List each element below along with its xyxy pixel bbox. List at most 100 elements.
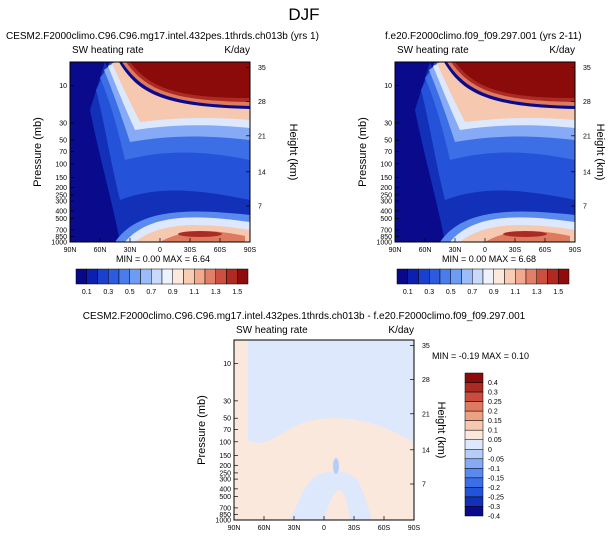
x-tick-label: 90N (228, 525, 241, 532)
x-tick-label: 90S (244, 247, 257, 254)
colorbar-label: 0.3 (103, 289, 113, 296)
y-tick-label: 250 (219, 470, 231, 477)
colorbar-label: -0.25 (488, 494, 504, 501)
y-tick-label: 50 (223, 416, 231, 423)
y-right-tick-label: 28 (583, 99, 591, 106)
y-right-tick-label: 35 (583, 65, 591, 72)
colorbar-swatch (151, 268, 163, 285)
y-tick-label: 400 (380, 208, 392, 215)
y-tick-label: 200 (219, 463, 231, 470)
y-tick-label: 200 (380, 185, 392, 192)
colorbar-swatch (547, 268, 559, 285)
y-tick-label: 850 (219, 512, 231, 519)
panel-2-ylabel-right: Height (km) (594, 124, 606, 181)
panel-1-ticks: 1030507010015020025030040050070085010003… (51, 65, 265, 254)
colorbar-swatch (464, 439, 484, 450)
colorbar-swatch (472, 268, 484, 285)
y-tick-label: 100 (219, 439, 231, 446)
panel-1-stats: MIN = 0.00 MAX = 6.64 (116, 254, 210, 264)
colorbar-swatch (140, 268, 152, 285)
colorbar-swatch (439, 268, 451, 285)
x-tick-label: 0 (158, 247, 162, 254)
y-right-tick-label: 7 (258, 204, 262, 211)
colorbar-label: 0.1 (82, 289, 92, 296)
colorbar-swatch (464, 410, 484, 421)
y-tick-label: 500 (219, 494, 231, 501)
y-tick-label: 500 (380, 216, 392, 223)
colorbar-label: 0.5 (125, 289, 135, 296)
colorbar-swatch (464, 382, 484, 393)
panel-diff-ylabel: Pressure (mb) (196, 395, 208, 465)
colorbar-label: 0.15 (488, 418, 502, 425)
colorbar-label: 0 (488, 447, 492, 454)
y-tick-label: 70 (59, 149, 67, 156)
y-tick-label: 300 (219, 477, 231, 484)
chart-panel-diff: CESM2.F2000climo.C96.C96.mg17.intel.432p… (83, 311, 529, 532)
x-tick-label: 60N (419, 247, 432, 254)
y-right-tick-label: 21 (258, 133, 266, 140)
x-tick-label: 60S (214, 247, 227, 254)
panel-1-right-label: K/day (224, 45, 250, 56)
panel-diff-ylabel-right: Height (km) (435, 402, 447, 459)
x-tick-label: 60S (539, 247, 552, 254)
colorbar-swatch (464, 496, 484, 507)
y-tick-label: 70 (384, 149, 392, 156)
chart-panel-1: CESM2.F2000climo.C96.C96.mg17.intel.432p… (6, 31, 319, 296)
chart-panel-2: f.e20.F2000climo.f09_f09.297.001 (yrs 2-… (357, 31, 606, 296)
panel-diff-plot (233, 339, 415, 521)
y-right-tick-label: 14 (583, 169, 591, 176)
colorbar-swatch (226, 268, 238, 285)
colorbar-swatch (464, 401, 484, 412)
colorbar-swatch (464, 477, 484, 488)
colorbar-swatch (525, 268, 537, 285)
x-tick-label: 30N (449, 247, 462, 254)
panel-diff-stats: MIN = -0.19 MAX = 0.10 (432, 351, 529, 361)
colorbar-swatch (396, 268, 408, 285)
colorbar-label: 0.9 (489, 289, 499, 296)
y-right-tick-label: 14 (422, 447, 430, 454)
colorbar-swatch (504, 268, 516, 285)
panel-diff-left-label: SW heating rate (236, 325, 308, 336)
y-tick-label: 300 (55, 199, 67, 206)
y-tick-label: 150 (219, 453, 231, 460)
y-right-tick-label: 7 (583, 204, 587, 211)
y-tick-label: 250 (55, 192, 67, 199)
panel-1-ylabel-right: Height (km) (287, 124, 299, 181)
colorbar-swatch (464, 487, 484, 498)
colorbar-label: 0.3 (424, 289, 434, 296)
y-tick-label: 850 (380, 234, 392, 241)
colorbar-label: -0.4 (488, 514, 500, 521)
panel-1-ylabel: Pressure (mb) (32, 117, 44, 187)
panel-2-plot (394, 61, 576, 243)
y-tick-label: 10 (223, 361, 231, 368)
x-tick-label: 0 (322, 525, 326, 532)
colorbar-swatch (464, 506, 484, 517)
x-tick-label: 30S (184, 247, 197, 254)
y-tick-label: 70 (223, 427, 231, 434)
panel-diff-right-label: K/day (388, 325, 414, 336)
page-title: DJF (288, 5, 319, 24)
y-tick-label: 1000 (51, 240, 67, 247)
y-tick-label: 30 (384, 120, 392, 127)
x-tick-label: 0 (483, 247, 487, 254)
x-tick-label: 60S (378, 525, 391, 532)
y-tick-label: 500 (55, 216, 67, 223)
panel-diff-colorbar: 0.4 0.3 0.25 0.2 0.15 0.1 0.05 0 -0.05 -0.1 -0.15 -… (464, 372, 504, 521)
y-right-tick-label: 21 (583, 133, 591, 140)
colorbar-swatch (464, 449, 484, 460)
x-tick-label: 90S (408, 525, 421, 532)
y-tick-label: 250 (380, 192, 392, 199)
colorbar-label: 0.1 (403, 289, 413, 296)
y-tick-label: 1000 (376, 240, 392, 247)
colorbar-label: 1.1 (189, 289, 199, 296)
colorbar-label: -0.15 (488, 475, 504, 482)
x-tick-label: 30S (509, 247, 522, 254)
x-tick-label: 60N (258, 525, 271, 532)
colorbar-swatch (86, 268, 98, 285)
panel-2-right-label: K/day (549, 45, 575, 56)
colorbar-swatch (464, 458, 484, 469)
colorbar-swatch (194, 268, 206, 285)
y-tick-label: 700 (55, 227, 67, 234)
colorbar-label: 0.25 (488, 399, 502, 406)
y-right-tick-label: 35 (422, 343, 430, 350)
